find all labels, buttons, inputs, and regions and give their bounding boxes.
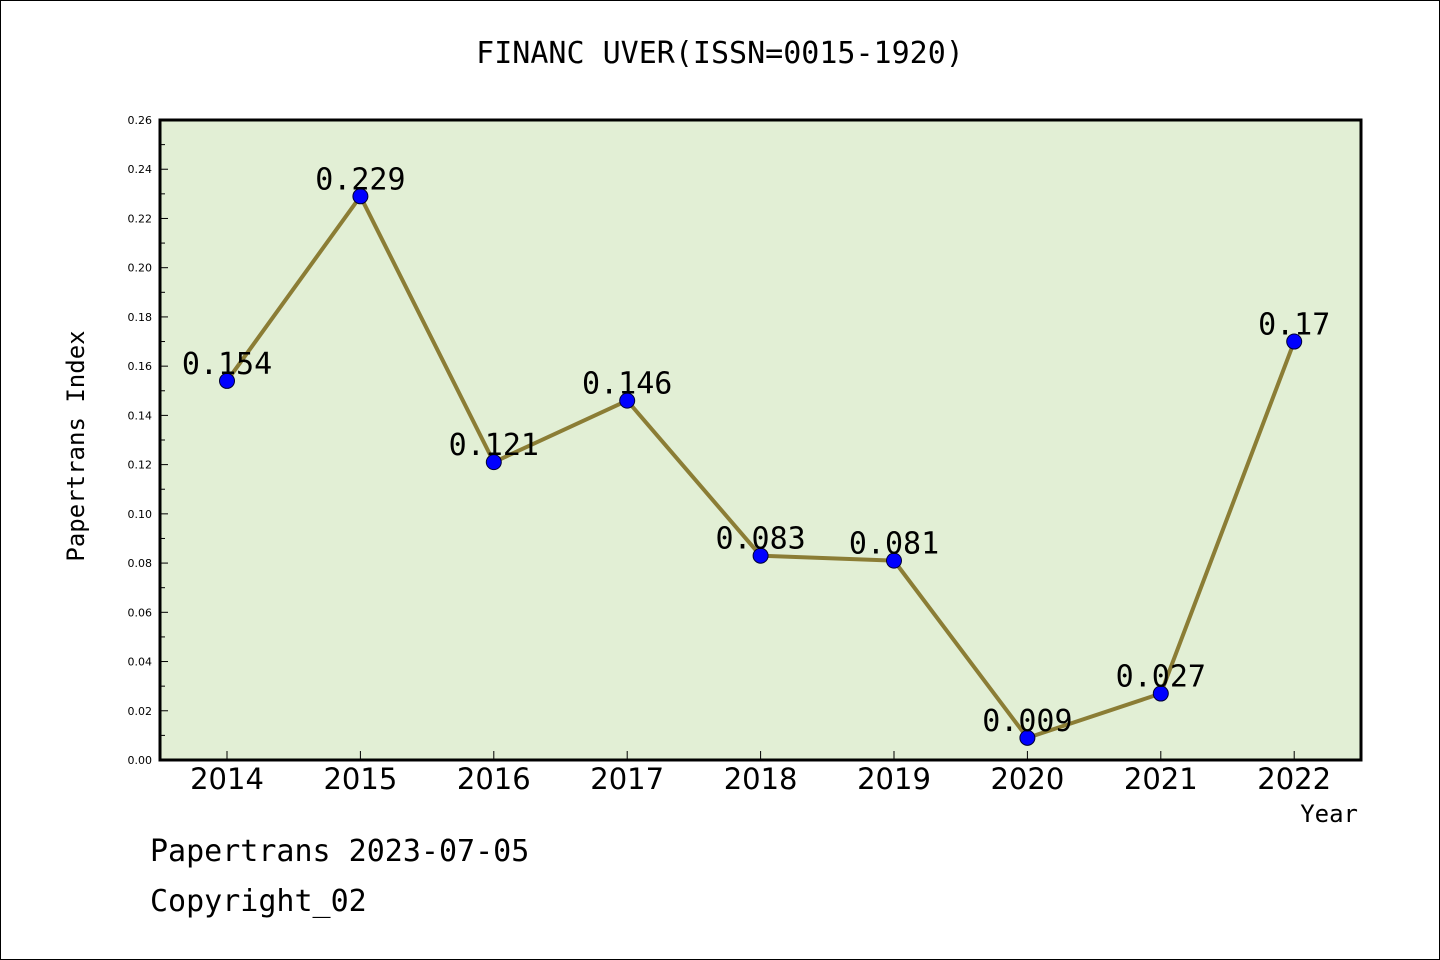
- y-tick-label: 0.14: [128, 409, 153, 422]
- data-point: [352, 188, 369, 205]
- x-tick-label: 2018: [724, 762, 798, 796]
- y-tick-label: 0.00: [128, 754, 153, 767]
- x-tick-label: 2020: [990, 762, 1064, 796]
- data-label: 0.009: [982, 704, 1072, 739]
- y-tick-label: 0.04: [128, 656, 153, 669]
- data-label: 0.17: [1258, 308, 1330, 343]
- x-tick-label: 2021: [1124, 762, 1198, 796]
- x-tick-label: 2017: [590, 762, 664, 796]
- x-tick-label: 2016: [457, 762, 531, 796]
- data-label: 0.121: [449, 428, 539, 463]
- y-tick-label: 0.20: [128, 262, 153, 275]
- x-tick-label: 2014: [190, 762, 264, 796]
- x-tick-label: 2022: [1257, 762, 1331, 796]
- data-label: 0.027: [1116, 660, 1206, 695]
- x-tick-label: 2015: [323, 762, 397, 796]
- y-tick-label: 0.24: [128, 163, 153, 176]
- y-tick-label: 0.18: [128, 311, 153, 324]
- y-tick-label: 0.06: [128, 606, 153, 619]
- data-label: 0.146: [582, 367, 672, 402]
- y-tick-label: 0.02: [128, 705, 153, 718]
- x-axis-label: Year: [1300, 800, 1358, 828]
- y-tick-label: 0.12: [128, 459, 153, 472]
- data-labels: 0.154 0.229 0.121 0.146 0.083 0.081 0.009 0.027…: [182, 162, 1330, 739]
- footer-copyright: Copyright_02: [150, 884, 367, 919]
- x-tick-label: 2019: [857, 762, 931, 796]
- data-label: 0.083: [715, 522, 805, 557]
- plot-border: [158, 118, 1363, 762]
- data-point: [1286, 333, 1303, 350]
- data-point: [886, 552, 902, 569]
- chart-title: FINANC UVER(ISSN=0015-1920): [476, 36, 964, 71]
- data-point: [485, 454, 502, 471]
- data-label: 0.081: [849, 527, 939, 562]
- y-tick-label: 0.22: [128, 212, 153, 225]
- data-points: [219, 188, 1303, 746]
- y-tick-label: 0.26: [128, 114, 153, 127]
- data-point: [619, 392, 636, 409]
- data-label: 0.154: [182, 347, 272, 382]
- data-point: [1019, 729, 1036, 746]
- data-point: [1152, 685, 1169, 702]
- footer-date: Papertrans 2023-07-05: [150, 834, 530, 869]
- plot-area: [160, 120, 1361, 760]
- data-label: 0.229: [315, 162, 405, 197]
- y-tick-label: 0.10: [128, 508, 153, 521]
- y-tick-label: 0.16: [128, 360, 153, 373]
- x-axis: 2014 2015 2016 2017 2018 2019 2020 2021 2022: [190, 751, 1331, 796]
- data-point: [219, 372, 235, 389]
- y-tick-label: 0.08: [128, 557, 153, 570]
- y-axis-label: Papertrans Index: [62, 330, 90, 562]
- y-axis: 0.00 0.02 0.04 0.06 0.08 0.10 0.12 0.14 0.16 0.18…: [128, 114, 168, 767]
- data-point: [752, 547, 769, 564]
